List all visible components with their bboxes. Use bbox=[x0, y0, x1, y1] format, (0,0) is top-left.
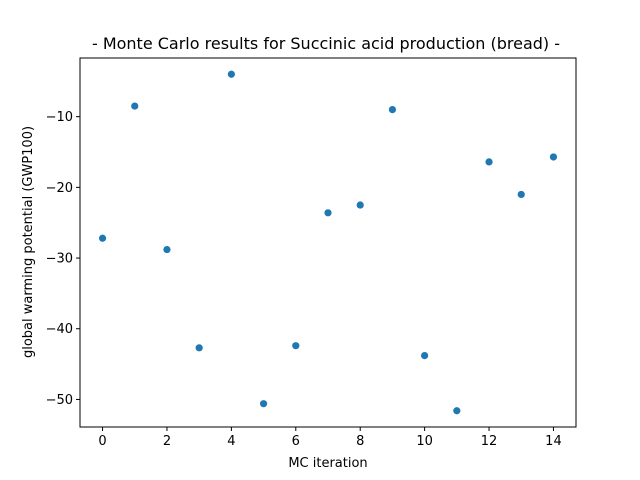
y-axis-ticks: −50 −40 −30 −20 −10 bbox=[46, 110, 80, 408]
data-point bbox=[356, 201, 364, 209]
data-point bbox=[388, 106, 397, 114]
y-tick-label: −40 bbox=[46, 322, 73, 337]
x-tick-label: 8 bbox=[356, 434, 364, 449]
x-tick-label: 12 bbox=[481, 434, 498, 449]
data-point bbox=[163, 245, 171, 254]
chart-title: - Monte Carlo results for Succinic acid … bbox=[92, 34, 560, 53]
data-point bbox=[453, 407, 461, 415]
data-point bbox=[98, 234, 107, 242]
x-tick-label: 14 bbox=[545, 434, 562, 449]
y-tick-label: −10 bbox=[46, 110, 73, 125]
x-axis-ticks: 0 2 4 6 8 10 12 14 bbox=[98, 427, 562, 449]
x-tick-label: 10 bbox=[416, 434, 433, 449]
data-point bbox=[292, 342, 300, 350]
y-tick-label: −50 bbox=[46, 393, 73, 408]
data-point bbox=[324, 209, 332, 217]
data-point bbox=[195, 344, 203, 352]
data-point bbox=[549, 153, 558, 161]
data-point bbox=[259, 400, 268, 408]
data-point bbox=[517, 190, 525, 199]
y-tick-label: −30 bbox=[46, 252, 73, 267]
data-point bbox=[485, 158, 493, 166]
x-tick-label: 0 bbox=[98, 434, 106, 449]
x-tick-label: 6 bbox=[292, 434, 300, 449]
x-tick-label: 4 bbox=[227, 434, 235, 449]
data-point bbox=[227, 70, 235, 78]
x-axis-title: MC iteration bbox=[288, 456, 367, 471]
y-axis-title: global warming potential (GWP100) bbox=[21, 126, 36, 358]
data-points bbox=[98, 70, 558, 415]
x-tick-label: 2 bbox=[163, 434, 171, 449]
data-point bbox=[421, 352, 429, 360]
data-point bbox=[131, 102, 139, 110]
y-tick-label: −20 bbox=[46, 181, 73, 196]
plot-frame bbox=[79, 57, 577, 428]
